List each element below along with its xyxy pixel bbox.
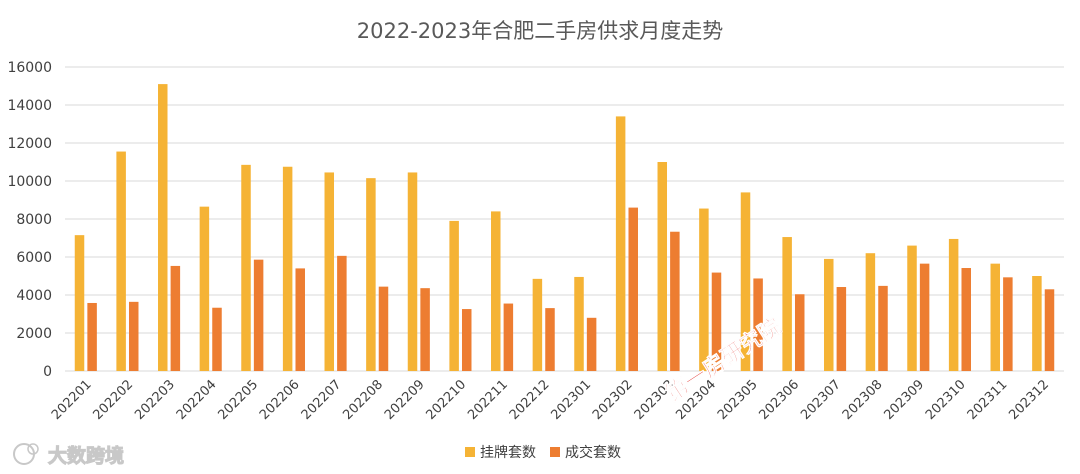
bar-deals (337, 255, 347, 371)
bars (74, 84, 1055, 372)
bar-deals (586, 317, 597, 371)
y-tick-label: 8000 (16, 212, 52, 228)
bar-deals (170, 265, 181, 371)
bar-listing (532, 278, 543, 371)
x-tick-label: 202203 (132, 377, 178, 423)
bar-listing (324, 172, 335, 371)
x-tick-label: 202210 (424, 377, 470, 423)
bar-deals (461, 309, 472, 371)
x-tick-label: 202211 (465, 377, 511, 423)
bar-listing (948, 238, 959, 371)
x-tick-label: 202208 (340, 377, 386, 423)
bar-deals (295, 268, 305, 371)
x-tick-label: 202301 (548, 377, 594, 423)
bar-listing (990, 263, 1001, 371)
bar-deals (128, 301, 139, 371)
x-tick-label: 202302 (590, 377, 636, 423)
bar-listing (199, 206, 210, 371)
x-tick-label: 202312 (1006, 377, 1052, 423)
chart-title: 2022-2023年合肥二手房供求月度走势 (357, 19, 723, 43)
bar-listing (824, 258, 834, 371)
bar-listing (1032, 276, 1042, 371)
bar-listing (699, 208, 709, 371)
bar-listing (74, 235, 85, 371)
bar-deals (378, 286, 389, 371)
x-tick-label: 202307 (798, 377, 844, 423)
bar-deals (711, 272, 722, 371)
bar-deals (919, 263, 930, 371)
bar-deals (1044, 289, 1055, 371)
bar-deals (503, 303, 514, 371)
bar-listing (907, 245, 917, 371)
x-tick-label: 202202 (91, 377, 137, 423)
bar-listing (491, 211, 501, 371)
bar-deals (794, 294, 805, 371)
legend-swatch-deals (550, 447, 560, 457)
bar-deals (1003, 277, 1013, 371)
x-tick-label: 202205 (215, 377, 261, 423)
x-tick-label: 202308 (840, 377, 886, 423)
x-tick-label: 202309 (881, 377, 927, 423)
gridlines (65, 66, 1064, 372)
legend: 挂牌套数 成交套数 (465, 444, 621, 461)
y-tick-label: 12000 (7, 136, 52, 152)
x-tick-label: 202310 (923, 377, 969, 423)
watermark-logo-text: 大数跨境 (48, 444, 124, 467)
bar-deals (87, 302, 97, 371)
bar-deals (420, 288, 430, 371)
bar-deals (753, 278, 763, 371)
bar-listing (449, 220, 459, 371)
x-tick-label: 202212 (507, 377, 553, 423)
x-tick-label: 202305 (715, 377, 761, 423)
bar-listing (241, 164, 251, 371)
x-tick-label: 202206 (257, 377, 303, 423)
y-tick-label: 14000 (7, 98, 52, 114)
y-tick-label: 4000 (16, 288, 52, 304)
bar-deals (961, 268, 971, 371)
bar-listing (407, 172, 418, 371)
bar-listing (366, 178, 376, 371)
bar-deals (628, 207, 638, 371)
x-axis-ticks: 2022012022022022032022042022052022062022… (49, 377, 1052, 423)
logo-mark-icon-inner (27, 443, 39, 455)
bar-deals (545, 308, 555, 371)
y-tick-label: 16000 (7, 60, 52, 76)
x-tick-label: 202209 (382, 377, 428, 423)
x-tick-label: 202204 (174, 377, 220, 423)
bar-listing (574, 276, 584, 371)
y-tick-label: 0 (43, 364, 52, 380)
watermark-diagonal-text: 第一房研究院 (661, 313, 786, 407)
y-tick-label: 2000 (16, 326, 52, 342)
bar-deals (212, 307, 222, 371)
bar-deals (253, 259, 264, 371)
y-axis-ticks: 0 2000 4000 6000 8000 10000 12000 14000 16000 (7, 60, 52, 380)
legend-label-deals: 成交套数 (565, 444, 621, 461)
watermark-logo: 大数跨境 (13, 443, 125, 468)
bar-listing (657, 162, 668, 371)
bar-listing (282, 166, 293, 371)
bar-deals (878, 285, 888, 371)
bar-deals (836, 287, 847, 371)
legend-swatch-listing (465, 447, 475, 457)
x-tick-label: 202201 (49, 377, 95, 423)
x-tick-label: 202207 (299, 377, 345, 423)
bar-listing (865, 253, 876, 371)
bar-listing (158, 84, 168, 371)
x-tick-label: 202311 (965, 377, 1011, 423)
legend-label-listing: 挂牌套数 (480, 444, 536, 461)
bar-listing (615, 116, 626, 372)
bar-listing (116, 151, 126, 371)
bar-deals (670, 231, 680, 371)
y-tick-label: 6000 (16, 250, 52, 266)
bar-listing (782, 237, 792, 371)
x-tick-label: 202306 (757, 377, 803, 423)
bar-listing (740, 192, 751, 371)
y-tick-label: 10000 (7, 174, 52, 190)
